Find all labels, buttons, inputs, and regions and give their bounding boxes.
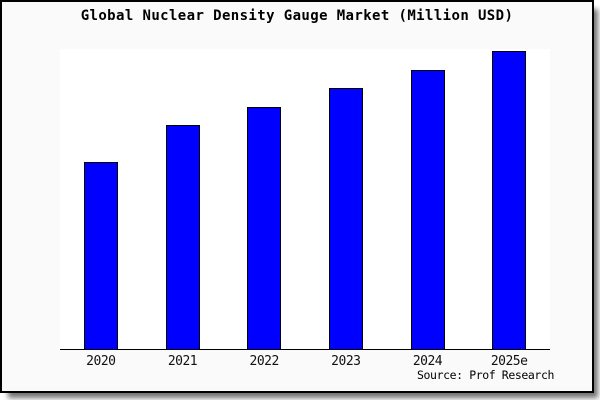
x-axis-tick-labels: 2020 2021 2022 2023 2024 2025e (60, 354, 550, 370)
x-tick-label-2021: 2021 (167, 354, 198, 369)
x-tick-label-2022: 2022 (249, 354, 280, 369)
x-tick-label-2023: 2023 (331, 354, 361, 369)
bar-2024 (410, 70, 445, 349)
plot-area (60, 49, 550, 350)
bar-2025e (492, 51, 527, 349)
x-tick-label-2025e: 2025e (490, 354, 528, 369)
source-note: Source: Prof Research (417, 368, 554, 382)
bar-2022 (247, 107, 282, 349)
bar-2020 (83, 162, 118, 349)
x-tick-label-2024: 2024 (412, 354, 443, 369)
x-tick-label-2020: 2020 (86, 354, 116, 369)
chart-title: Global Nuclear Density Gauge Market (Mil… (80, 8, 514, 24)
bar-2023 (328, 88, 363, 349)
bar-2021 (165, 125, 200, 349)
chart-figure: Global Nuclear Density Gauge Market (Mil… (0, 0, 594, 393)
